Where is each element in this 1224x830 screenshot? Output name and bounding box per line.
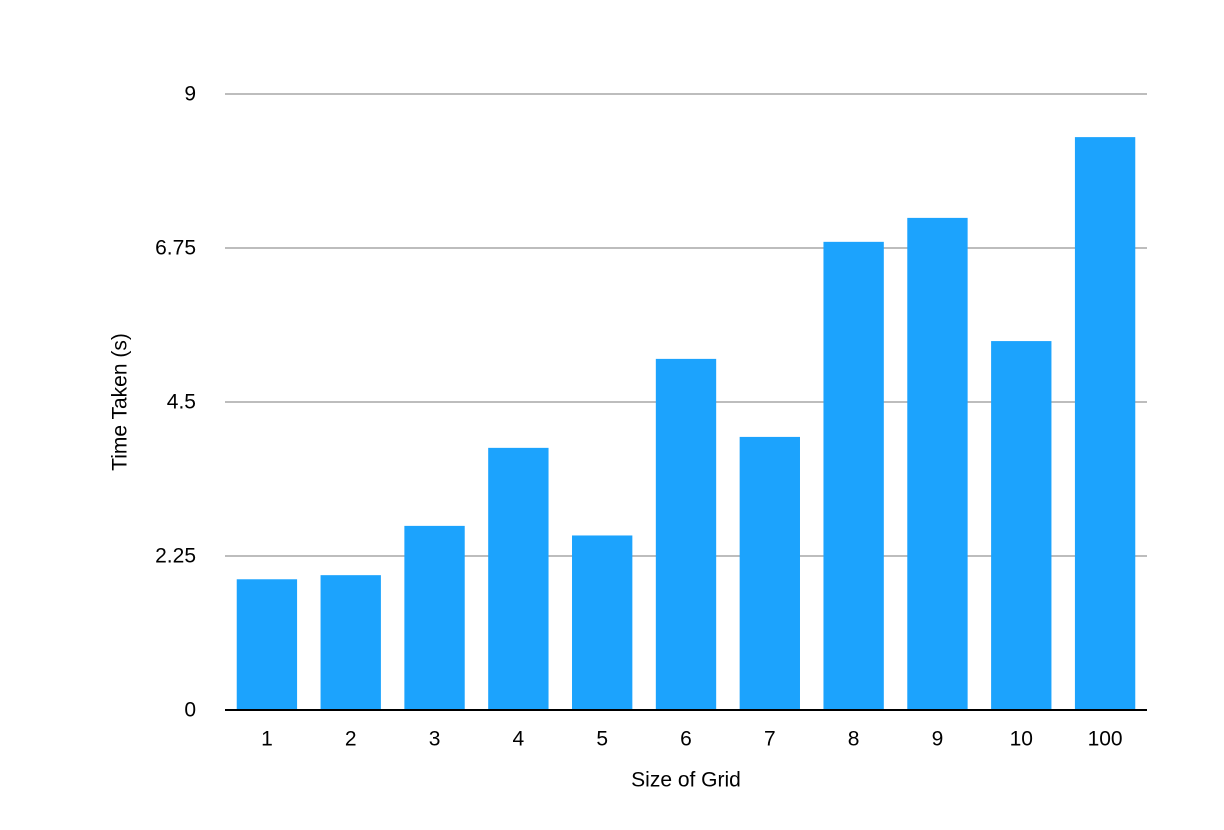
bar — [991, 341, 1052, 710]
x-tick-label: 5 — [596, 728, 608, 751]
bar — [1074, 137, 1136, 710]
x-tick-label: 9 — [932, 728, 944, 751]
y-tick-label: 0 — [184, 699, 196, 722]
x-tick-label: 8 — [848, 728, 860, 751]
bar — [823, 241, 884, 710]
y-tick-label: 2.25 — [155, 545, 196, 568]
x-tick-label: 4 — [513, 728, 525, 751]
x-tick-label: 3 — [429, 728, 441, 751]
bar — [655, 358, 717, 710]
bar — [572, 535, 633, 710]
bar — [320, 575, 381, 710]
x-tick-label: 6 — [680, 728, 692, 751]
y-tick-label: 4.5 — [167, 391, 196, 414]
bar — [404, 525, 465, 710]
y-axis-title: Time Taken (s) — [109, 333, 132, 471]
x-tick-label: 1 — [261, 728, 273, 751]
x-tick-labels: 1 2 3 4 5 6 7 8 9 10 100 — [261, 728, 1123, 751]
y-tick-label: 9 — [184, 83, 196, 106]
x-tick-label: 2 — [345, 728, 357, 751]
x-tick-label: 100 — [1088, 728, 1123, 751]
x-tick-label: 7 — [764, 728, 776, 751]
x-tick-label: 10 — [1010, 728, 1033, 751]
x-axis-title: Size of Grid — [631, 769, 741, 792]
bar — [236, 579, 298, 710]
y-tick-label: 6.75 — [155, 237, 196, 260]
bar — [488, 447, 549, 710]
bars — [236, 137, 1136, 710]
bar — [739, 436, 800, 710]
y-tick-labels: 0 2.25 4.5 6.75 9 — [155, 83, 196, 722]
bar — [907, 217, 968, 710]
